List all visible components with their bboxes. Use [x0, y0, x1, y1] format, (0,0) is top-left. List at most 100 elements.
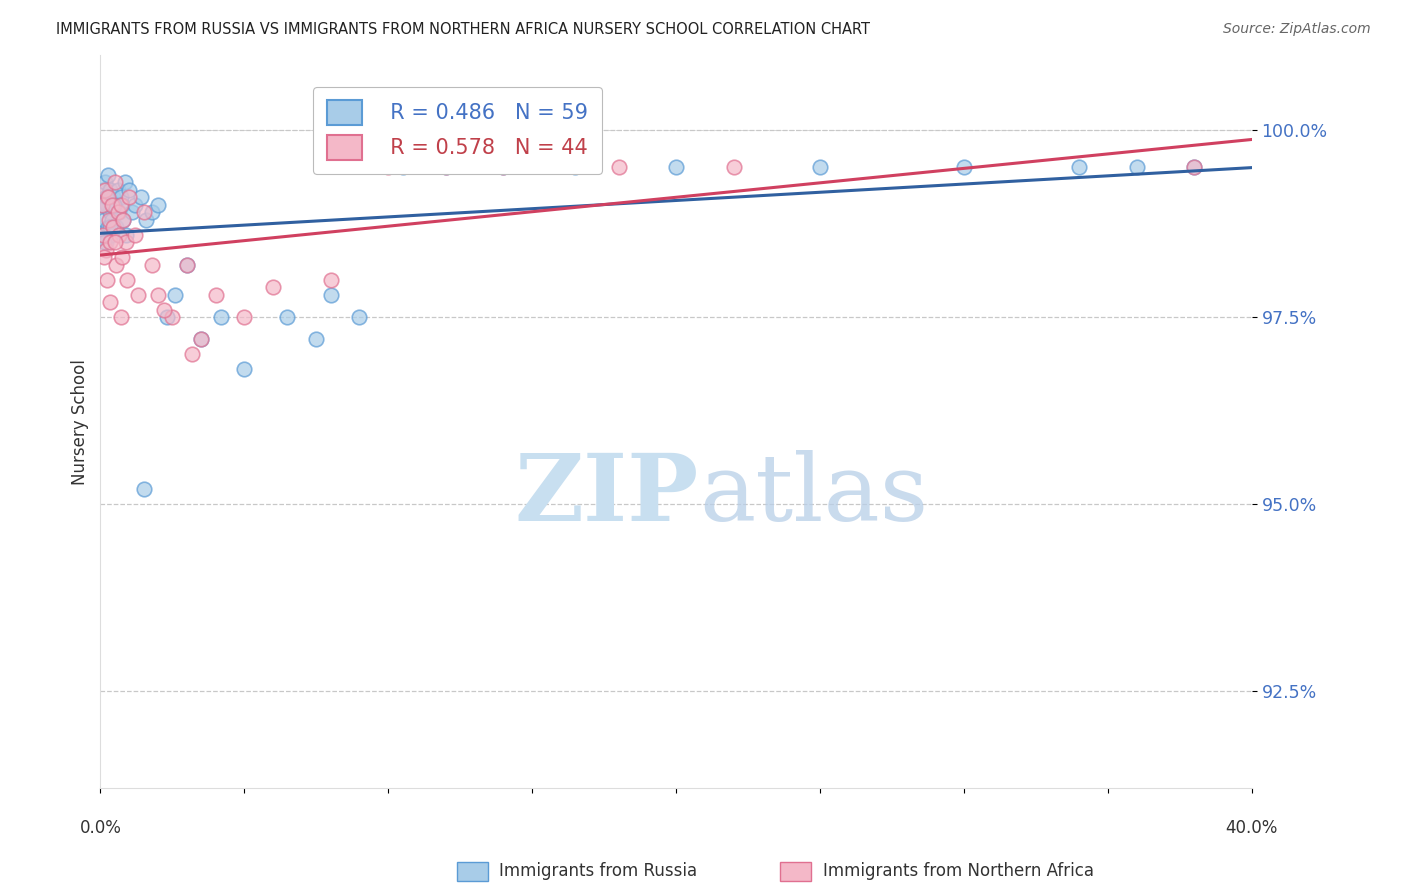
Point — [176, 258, 198, 272]
Point — [105, 258, 128, 272]
Point — [111, 250, 134, 264]
Point — [105, 220, 128, 235]
Point — [96, 190, 118, 204]
Point — [953, 161, 976, 175]
Point — [492, 161, 515, 175]
Point — [104, 235, 127, 249]
Point — [204, 287, 226, 301]
Text: atlas: atlas — [699, 450, 928, 540]
Point — [108, 227, 131, 242]
Point — [118, 183, 141, 197]
Point — [98, 205, 121, 219]
Point — [90, 227, 112, 242]
Point — [808, 161, 831, 175]
Point — [93, 212, 115, 227]
Point — [91, 227, 114, 242]
Point — [103, 190, 125, 204]
Point — [91, 198, 114, 212]
Point — [112, 212, 135, 227]
Point — [564, 161, 586, 175]
Point — [96, 190, 118, 204]
Point — [607, 161, 630, 175]
Point — [112, 212, 135, 227]
Point — [94, 235, 117, 249]
Text: Source: ZipAtlas.com: Source: ZipAtlas.com — [1223, 22, 1371, 37]
Point — [121, 205, 143, 219]
Point — [98, 295, 121, 310]
Point — [141, 258, 163, 272]
Point — [100, 183, 122, 197]
Point — [108, 205, 131, 219]
Point — [305, 333, 328, 347]
Point — [100, 227, 122, 242]
Point — [349, 310, 371, 324]
Text: IMMIGRANTS FROM RUSSIA VS IMMIGRANTS FROM NORTHERN AFRICA NURSERY SCHOOL CORRELA: IMMIGRANTS FROM RUSSIA VS IMMIGRANTS FRO… — [56, 22, 870, 37]
Point — [155, 310, 177, 324]
Point — [492, 161, 515, 175]
Point — [319, 287, 342, 301]
Point — [377, 161, 399, 175]
Point — [146, 287, 169, 301]
Point — [96, 272, 118, 286]
Point — [111, 198, 134, 212]
Point — [97, 220, 120, 235]
Y-axis label: Nursery School: Nursery School — [72, 359, 89, 484]
Point — [93, 183, 115, 197]
Point — [434, 161, 457, 175]
Point — [181, 347, 204, 361]
Point — [124, 227, 146, 242]
Point — [1182, 161, 1205, 175]
Point — [103, 198, 125, 212]
Point — [1069, 161, 1091, 175]
Point — [276, 310, 298, 324]
Point — [190, 333, 212, 347]
Point — [115, 272, 138, 286]
Point — [110, 198, 132, 212]
Point — [132, 205, 155, 219]
Text: ZIP: ZIP — [515, 450, 699, 540]
Point — [665, 161, 688, 175]
Point — [141, 205, 163, 219]
Point — [101, 198, 124, 212]
Point — [723, 161, 745, 175]
Point — [1182, 161, 1205, 175]
Point — [93, 175, 115, 189]
Point — [262, 280, 284, 294]
Point — [96, 168, 118, 182]
Point — [98, 220, 121, 235]
Point — [152, 302, 174, 317]
Point — [233, 310, 256, 324]
Point — [176, 258, 198, 272]
Point — [146, 198, 169, 212]
Point — [129, 190, 152, 204]
Text: 0.0%: 0.0% — [79, 819, 121, 837]
Text: 40.0%: 40.0% — [1226, 819, 1278, 837]
Point — [127, 287, 149, 301]
Point — [107, 183, 129, 197]
Point — [96, 198, 118, 212]
Point — [91, 198, 114, 212]
Point — [110, 310, 132, 324]
Point — [115, 235, 138, 249]
Point — [233, 362, 256, 376]
Point — [94, 243, 117, 257]
Point — [319, 272, 342, 286]
Point — [100, 235, 122, 249]
Point — [103, 220, 125, 235]
Legend:   R = 0.486   N = 59,   R = 0.578   N = 44: R = 0.486 N = 59, R = 0.578 N = 44 — [314, 87, 602, 174]
Point — [94, 190, 117, 204]
Point — [104, 198, 127, 212]
Point — [115, 227, 138, 242]
Point — [104, 175, 127, 189]
Point — [101, 198, 124, 212]
Point — [434, 161, 457, 175]
Point — [162, 310, 184, 324]
Point — [107, 205, 129, 219]
Point — [1125, 161, 1147, 175]
Point — [110, 190, 132, 204]
Point — [391, 161, 413, 175]
Point — [91, 183, 114, 197]
Point — [124, 198, 146, 212]
Point — [98, 212, 121, 227]
Point — [93, 235, 115, 249]
